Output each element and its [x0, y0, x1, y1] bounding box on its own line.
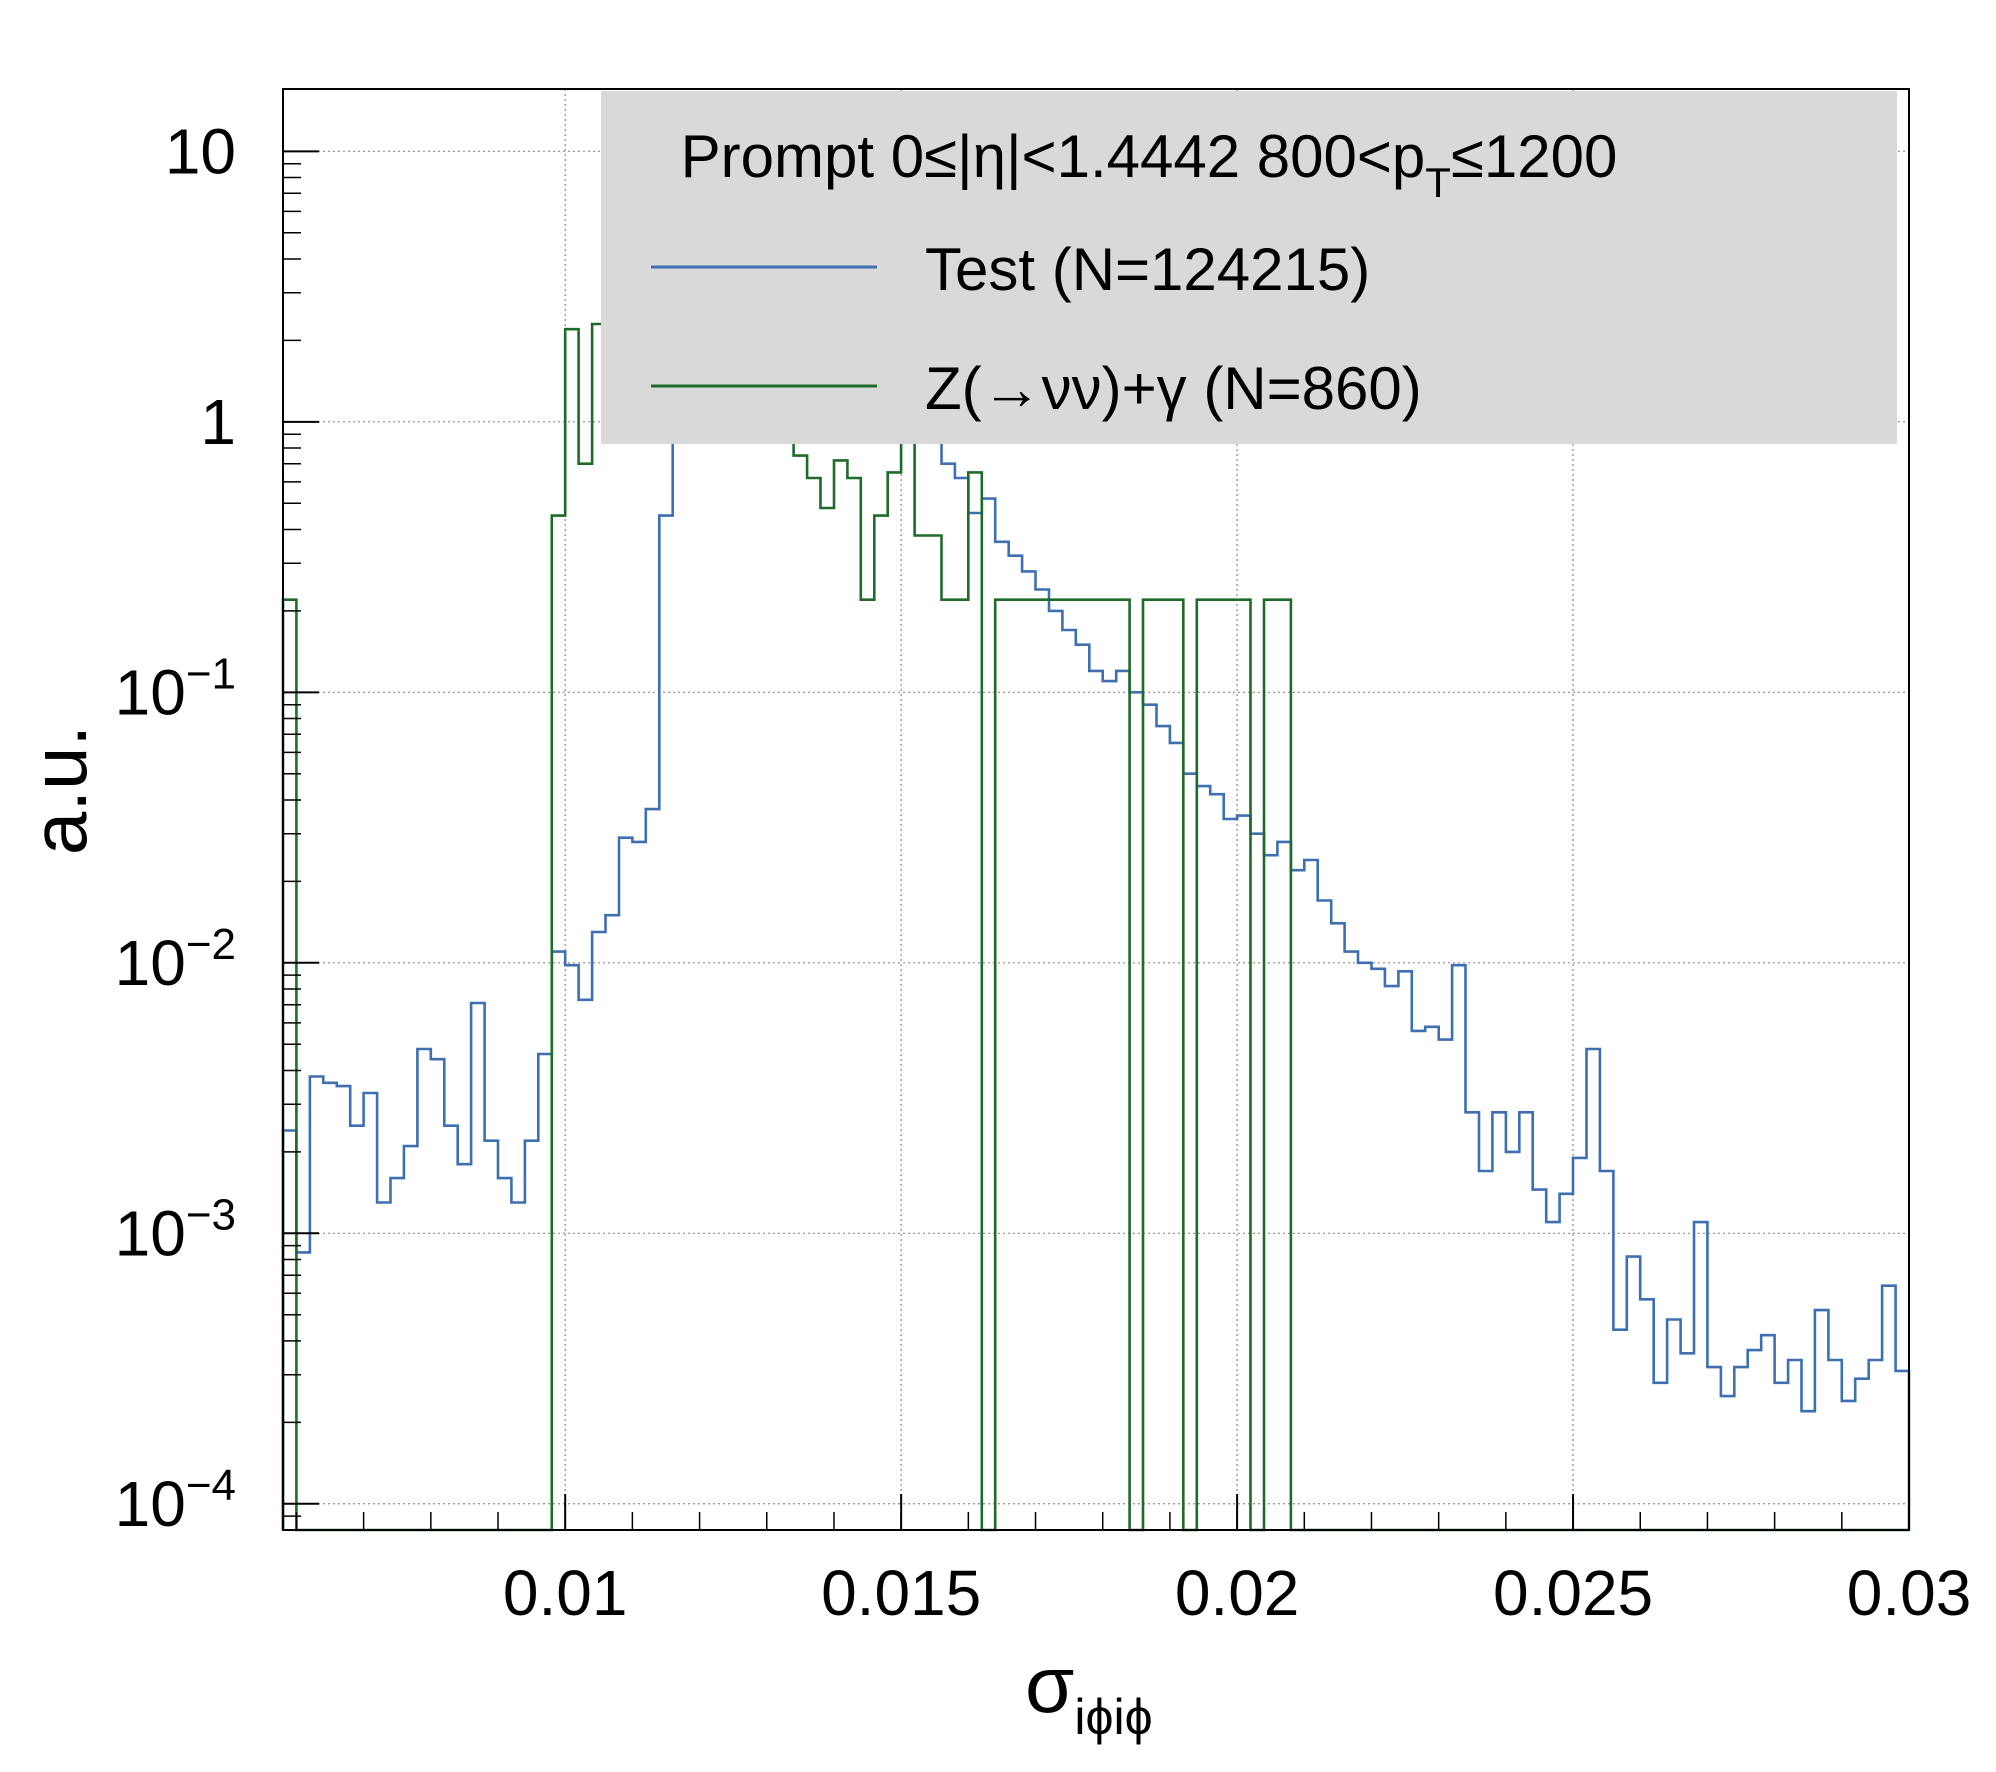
x-tick-label: 0.03 — [1847, 1557, 1972, 1629]
y-axis-title: a.u. — [15, 725, 103, 855]
legend-header: Prompt 0≤|η|<1.4442 800<pT≤1200 — [681, 123, 1618, 206]
y-tick-label: 1 — [200, 386, 236, 458]
y-tick-label: 10−3 — [115, 1190, 236, 1269]
y-tick-label: 10−1 — [115, 649, 236, 728]
x-tick-label: 0.02 — [1175, 1557, 1300, 1629]
legend: Prompt 0≤|η|<1.4442 800<pT≤1200 Test (N=… — [601, 91, 1897, 444]
x-tick-label: 0.015 — [821, 1557, 981, 1629]
y-tick-label: 10 — [165, 115, 236, 187]
plot-frame — [282, 88, 1910, 1531]
y-tick-label: 10−2 — [115, 920, 236, 999]
y-tick-label: 10−4 — [115, 1461, 236, 1540]
x-axis-title: σiϕiϕ — [1025, 1640, 1153, 1745]
legend-label-test: Test (N=124215) — [925, 236, 1370, 303]
axis-ticks: 0.01 0.015 0.02 0.025 0.03 10 1 10−1 10−2 10−3 10−… — [115, 115, 1972, 1629]
x-tick-label: 0.01 — [503, 1557, 628, 1629]
x-tick-label: 0.025 — [1493, 1557, 1653, 1629]
legend-label-znunu: Z(→νν)+γ (N=860) — [925, 355, 1422, 422]
